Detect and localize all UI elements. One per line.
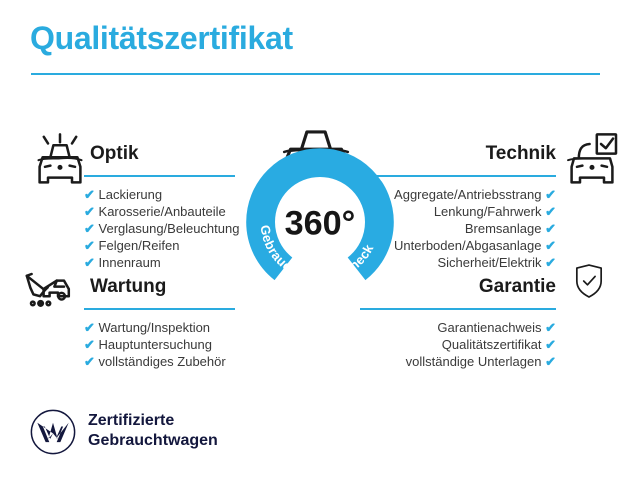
svg-text:360°: 360° <box>285 205 356 243</box>
